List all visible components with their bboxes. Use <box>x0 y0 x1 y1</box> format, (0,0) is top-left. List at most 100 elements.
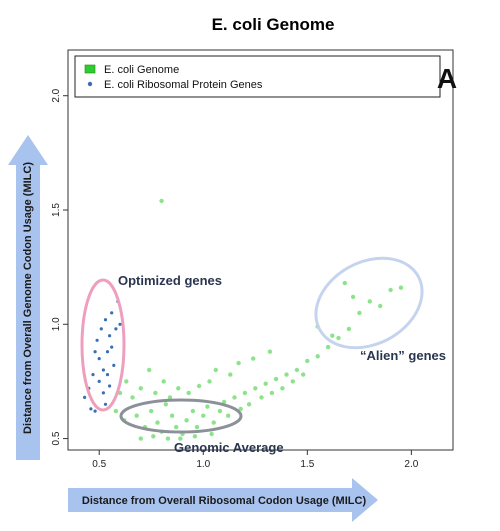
genome-point <box>207 379 212 384</box>
genome-point <box>194 424 200 430</box>
genome-point <box>124 379 129 384</box>
genome-point <box>147 367 152 373</box>
genome-point <box>192 434 198 439</box>
genome-point <box>211 420 216 425</box>
genome-point <box>259 395 264 400</box>
ribosomal-point <box>93 350 97 354</box>
legend-label-ribosomal: E. coli Ribosomal Protein Genes <box>104 79 263 91</box>
ribosomal-point <box>83 395 87 399</box>
y-axis-label: Distance from Overall Genome Codon Usage… <box>22 162 34 434</box>
genome-point <box>217 408 223 414</box>
genome-point <box>246 402 252 407</box>
genome-point <box>190 408 196 414</box>
legend-label-genome: E. coli Genome <box>104 64 179 76</box>
genome-point <box>290 379 295 384</box>
genome-point <box>113 408 119 414</box>
genome-point <box>167 395 173 400</box>
genome-point <box>388 287 393 293</box>
legend-box <box>74 55 441 98</box>
ribosomal-point <box>108 384 112 388</box>
genome-point <box>346 326 352 332</box>
y-tick-label: 1.5 <box>51 203 62 217</box>
genomic-average-label: Genomic Average <box>174 440 284 455</box>
genome-point <box>213 367 218 373</box>
x-tick-label: 1.0 <box>196 459 210 470</box>
ribosomal-point <box>105 350 110 354</box>
genome-point <box>236 360 241 366</box>
genome-point <box>184 418 189 423</box>
ribosomal-point <box>95 338 99 342</box>
genome-point <box>251 356 256 361</box>
genome-point <box>134 413 139 418</box>
legend-swatch-ribosomal <box>87 81 93 87</box>
genome-point <box>169 413 175 418</box>
genome-point <box>269 390 275 396</box>
ribosomal-point <box>101 391 105 395</box>
ribosomal-point <box>97 379 101 383</box>
y-tick-label: 2.0 <box>51 88 62 102</box>
ribosomal-point <box>110 345 114 349</box>
plot-frame <box>67 49 454 451</box>
x-tick-label: 1.5 <box>300 459 314 470</box>
genome-point <box>242 390 248 396</box>
genome-point <box>280 386 285 391</box>
ribosomal-point <box>110 311 114 315</box>
genome-point <box>253 386 258 391</box>
genome-point <box>330 333 335 338</box>
genome-point <box>209 431 214 437</box>
genome-point <box>350 294 356 300</box>
ribosomal-point <box>93 409 97 413</box>
genome-point <box>163 402 168 407</box>
genome-point <box>196 383 202 389</box>
genome-point <box>342 280 347 286</box>
genome-point <box>284 372 289 377</box>
genome-point <box>205 404 210 409</box>
genome-point <box>176 386 181 391</box>
x-axis-label: Distance from Overall Ribosomal Codon Us… <box>82 495 367 507</box>
genome-point <box>174 424 179 430</box>
ribosomal-point <box>105 373 110 377</box>
genome-points <box>113 198 404 441</box>
x-axis-ticks: 0.5 1.0 1.5 2.0 <box>92 450 419 470</box>
ribosomal-point <box>101 368 105 372</box>
genome-point <box>130 395 135 400</box>
genome-point <box>305 358 310 364</box>
ribosomal-point <box>97 357 101 361</box>
ribosomal-point <box>103 402 108 406</box>
genome-point <box>186 390 191 396</box>
genomic-average-ellipse <box>119 398 243 434</box>
ribosomal-point <box>99 327 103 331</box>
alien-genes-label: “Alien” genes <box>360 348 446 363</box>
legend-swatch-genome <box>84 64 96 74</box>
y-axis-arrow <box>8 135 48 460</box>
ribosomal-point <box>89 407 93 411</box>
ribosomal-point <box>91 373 95 377</box>
genome-point <box>228 372 233 377</box>
ribosomal-point <box>103 318 108 322</box>
genome-point <box>315 354 320 359</box>
genome-point <box>301 372 306 377</box>
genome-point <box>238 406 243 412</box>
optimized-genes-label: Optimized genes <box>118 273 222 288</box>
genome-point <box>325 344 331 350</box>
y-tick-label: 1.0 <box>51 317 62 331</box>
alien-genes-ellipse <box>314 256 424 350</box>
genome-point <box>273 376 279 382</box>
x-axis-arrow <box>68 478 378 522</box>
ribosomal-point <box>118 322 122 326</box>
genome-point <box>232 395 237 400</box>
ribosomal-point <box>114 327 118 331</box>
genome-point <box>226 413 231 418</box>
ribosomal-point <box>112 363 116 367</box>
genome-point <box>165 436 171 441</box>
x-tick-label: 2.0 <box>404 459 418 470</box>
genome-point <box>336 335 341 341</box>
genome-point <box>153 390 158 396</box>
genome-point <box>138 436 143 441</box>
genome-point <box>159 198 164 204</box>
genome-point <box>294 367 300 373</box>
genome-point <box>178 436 183 441</box>
genome-point <box>378 303 383 309</box>
y-tick-label: 0.5 <box>51 431 62 445</box>
